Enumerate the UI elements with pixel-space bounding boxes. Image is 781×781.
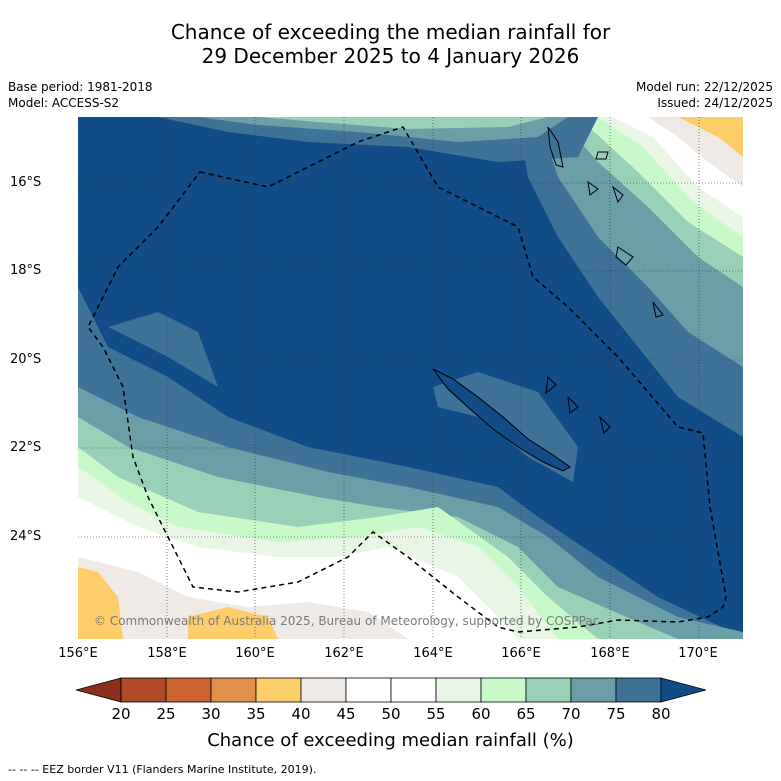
colorbar-tick-label: 45 (336, 705, 356, 723)
colorbar-tick-label: 20 (111, 705, 131, 723)
lon-label: 162°E (324, 646, 364, 661)
map-graticule (78, 117, 743, 639)
colorbar-tick-label: 75 (606, 705, 626, 723)
colorbar-segment (435, 677, 482, 703)
lon-label: 166°E (501, 646, 541, 661)
colorbar-over-arrow (660, 677, 706, 703)
colorbar-tick-label: 60 (471, 705, 491, 723)
colorbar-segment (345, 677, 392, 703)
colorbar-tick-label: 30 (201, 705, 221, 723)
copyright-notice: © Commonwealth of Australia 2025, Bureau… (94, 614, 600, 628)
base-period: Base period: 1981-2018 (8, 80, 153, 94)
colorbar-tick-label: 25 (156, 705, 176, 723)
colorbar-tick-label: 50 (381, 705, 401, 723)
colorbar-segment (210, 677, 257, 703)
colorbar-tick-label: 35 (246, 705, 266, 723)
contour-west-75b (108, 312, 218, 387)
colorbar-segment (390, 677, 437, 703)
lat-label: 16°S (10, 175, 42, 190)
contour-north-65 (258, 117, 548, 129)
lon-label: 156°E (58, 646, 98, 661)
colorbar-segment (570, 677, 617, 703)
colorbar-segment (300, 677, 347, 703)
lat-label: 18°S (10, 263, 42, 278)
colorbar-title: Chance of exceeding median rainfall (%) (207, 730, 574, 751)
lat-label: 22°S (10, 440, 42, 455)
new-caledonia-island (432, 368, 571, 472)
loyalty-islands (545, 375, 611, 434)
colorbar-tick-label: 80 (651, 705, 671, 723)
colorbar-tick-label: 65 (516, 705, 536, 723)
colorbar-tick-label: 40 (291, 705, 311, 723)
colorbar-tick-label: 70 (561, 705, 581, 723)
colorbar-segment (480, 677, 527, 703)
eez-legend-note: -- -- -- EEZ border V11 (Flanders Marine… (8, 763, 317, 776)
rainfall-map (78, 117, 743, 639)
lon-label: 164°E (413, 646, 453, 661)
issued-date: Issued: 24/12/2025 (657, 96, 773, 110)
lon-label: 168°E (590, 646, 630, 661)
colorbar (76, 677, 706, 703)
lon-label: 170°E (678, 646, 718, 661)
chart-title-line1: Chance of exceeding the median rainfall … (170, 20, 611, 44)
colorbar-segment (615, 677, 662, 703)
colorbar-segment (165, 677, 212, 703)
colorbar-segment (255, 677, 302, 703)
lat-label: 20°S (10, 352, 42, 367)
colorbar-tick-label: 55 (426, 705, 446, 723)
colorbar-under-arrow (76, 677, 122, 703)
lon-label: 160°E (235, 646, 275, 661)
contour-35-ne (678, 117, 743, 157)
colorbar-segment (120, 677, 167, 703)
eez-border (87, 126, 727, 633)
lat-label: 24°S (10, 529, 42, 544)
contour-south-35b (188, 607, 278, 639)
model-name: Model: ACCESS-S2 (8, 96, 120, 110)
vanuatu-islands (547, 126, 664, 318)
model-run: Model run: 22/12/2025 (635, 80, 773, 94)
contour-south-35 (78, 567, 123, 639)
lon-label: 158°E (147, 646, 187, 661)
chart-title-line2: 29 December 2025 to 4 January 2026 (201, 44, 580, 68)
contour-south-40 (78, 557, 408, 639)
colorbar-segment (525, 677, 572, 703)
